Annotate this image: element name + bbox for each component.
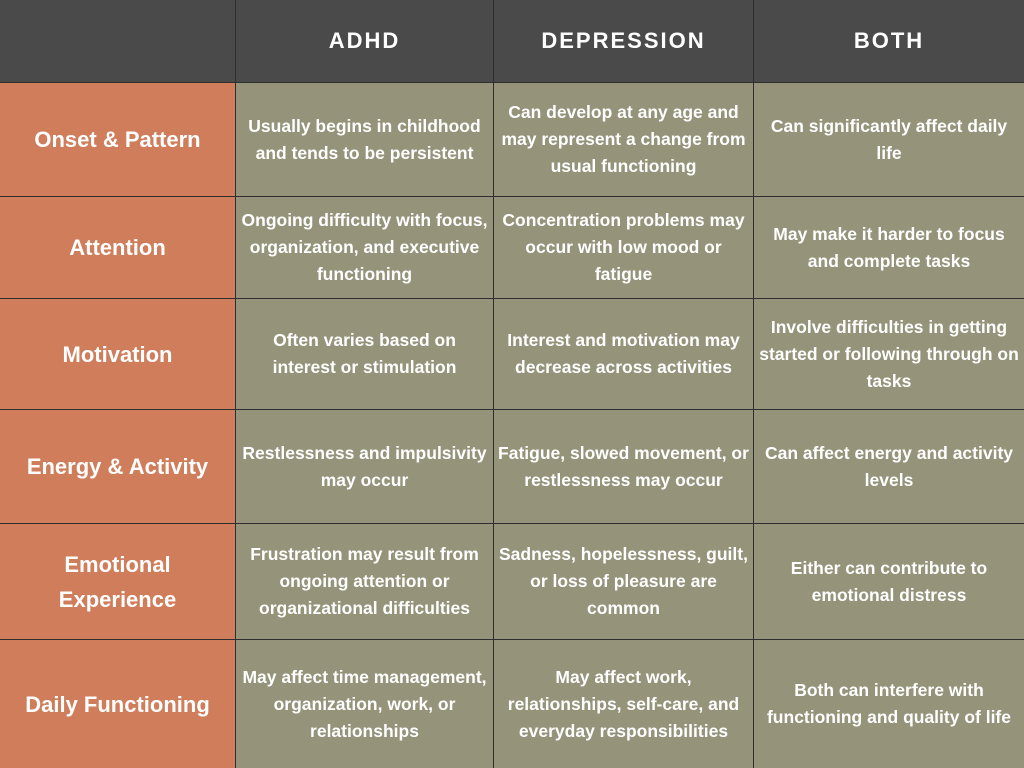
- row-label-onset-pattern: Onset & Pattern: [0, 83, 236, 197]
- table-cell: May make it harder to focus and complete…: [754, 197, 1024, 299]
- table-cell: Restlessness and impulsivity may occur: [236, 410, 494, 524]
- header-adhd: ADHD: [236, 0, 494, 83]
- table-cell: Either can contribute to emotional distr…: [754, 524, 1024, 640]
- table-cell: Concentration problems may occur with lo…: [494, 197, 754, 299]
- header-corner-cell: [0, 0, 236, 83]
- table-cell: Both can interfere with functioning and …: [754, 640, 1024, 768]
- table-cell: Usually begins in childhood and tends to…: [236, 83, 494, 197]
- row-label-attention: Attention: [0, 197, 236, 299]
- table-cell: May affect work, relationships, self-car…: [494, 640, 754, 768]
- table-cell: Can affect energy and activity levels: [754, 410, 1024, 524]
- table-cell: Ongoing difficulty with focus, organizat…: [236, 197, 494, 299]
- table-cell: Can significantly affect daily life: [754, 83, 1024, 197]
- table-cell: Can develop at any age and may represent…: [494, 83, 754, 197]
- table-cell: Often varies based on interest or stimul…: [236, 299, 494, 410]
- header-both: BOTH: [754, 0, 1024, 83]
- header-depression: DEPRESSION: [494, 0, 754, 83]
- row-label-motivation: Motivation: [0, 299, 236, 410]
- row-label-energy-activity: Energy & Activity: [0, 410, 236, 524]
- row-label-emotional-experience: Emotional Experience: [0, 524, 236, 640]
- table-cell: Frustration may result from ongoing atte…: [236, 524, 494, 640]
- table-cell: Involve difficulties in getting started …: [754, 299, 1024, 410]
- table-cell: Sadness, hopelessness, guilt, or loss of…: [494, 524, 754, 640]
- table-cell: Interest and motivation may decrease acr…: [494, 299, 754, 410]
- table-cell: May affect time management, organization…: [236, 640, 494, 768]
- row-label-daily-functioning: Daily Functioning: [0, 640, 236, 768]
- table-cell: Fatigue, slowed movement, or restlessnes…: [494, 410, 754, 524]
